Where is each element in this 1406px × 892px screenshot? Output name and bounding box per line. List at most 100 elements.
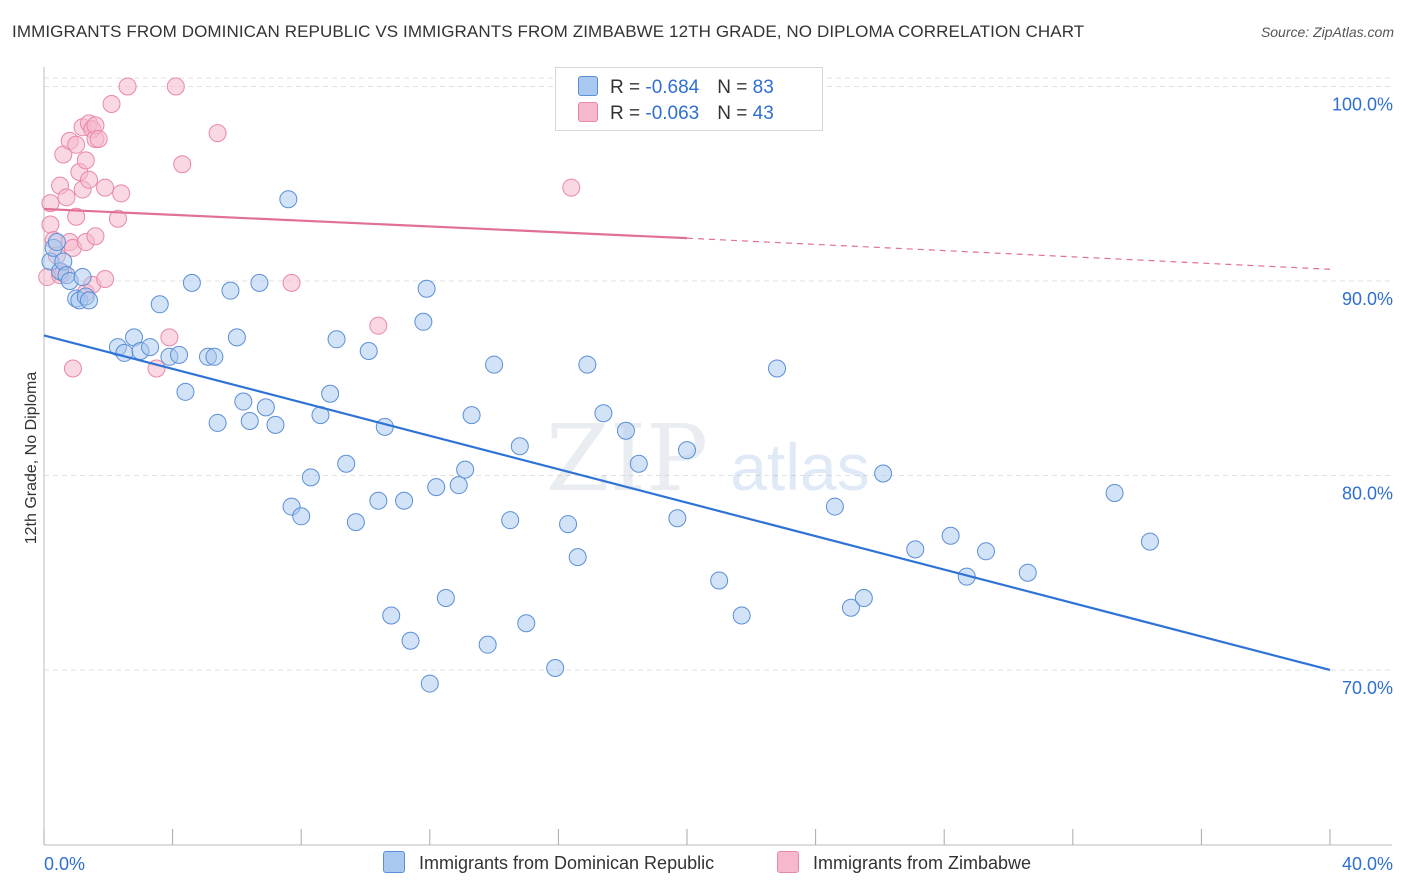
data-point-dominican <box>456 460 475 479</box>
data-point-dominican <box>141 338 160 357</box>
data-point-dominican <box>501 511 520 530</box>
zimbabwe-points <box>38 77 581 378</box>
data-point-dominican <box>510 437 529 456</box>
bottom-legend-swatch-dominican <box>383 851 405 873</box>
data-point-dominican <box>906 540 925 559</box>
data-point-zimbabwe <box>160 328 179 347</box>
data-point-zimbabwe <box>96 270 115 289</box>
legend-n-label: N = <box>717 103 753 124</box>
data-point-dominican <box>1105 483 1124 502</box>
trend-line-zimbabwe-extrapolated <box>686 237 1331 270</box>
bottom-legend-label-zimbabwe: Immigrants from Zimbabwe <box>813 853 1032 873</box>
legend-r-value: -0.684 <box>645 77 700 98</box>
data-point-zimbabwe <box>89 129 108 148</box>
data-point-dominican <box>170 345 189 364</box>
data-point-dominican <box>420 674 439 693</box>
data-point-dominican <box>301 468 320 487</box>
data-point-dominican <box>73 268 92 287</box>
chart-title: IMMIGRANTS FROM DOMINICAN REPUBLIC VS IM… <box>12 22 1085 41</box>
data-point-dominican <box>327 330 346 349</box>
data-point-dominican <box>234 392 253 411</box>
data-point-zimbabwe <box>67 207 86 226</box>
data-point-dominican <box>854 588 873 607</box>
data-point-dominican <box>414 312 433 331</box>
legend-row-zimbabwe: R = -0.063 N = 43 <box>578 102 774 126</box>
data-point-dominican <box>321 384 340 403</box>
data-point-dominican <box>240 411 259 430</box>
data-point-dominican <box>436 588 455 607</box>
data-point-dominican <box>874 464 893 483</box>
data-point-zimbabwe <box>118 77 137 96</box>
data-point-dominican <box>841 598 860 617</box>
trend-line-zimbabwe <box>43 207 688 240</box>
data-point-dominican <box>941 526 960 545</box>
data-point-dominican <box>346 513 365 532</box>
data-point-dominican <box>578 355 597 374</box>
data-point-dominican <box>478 635 497 654</box>
data-point-dominican <box>401 631 420 650</box>
data-point-dominican <box>568 548 587 567</box>
data-point-zimbabwe <box>80 170 99 189</box>
x-tick-label: 0.0% <box>44 854 85 874</box>
legend-swatch-zimbabwe <box>578 102 598 122</box>
data-point-dominican <box>594 404 613 423</box>
data-point-dominican <box>616 421 635 440</box>
data-point-dominican <box>395 491 414 510</box>
watermark: ZIP atlas <box>546 405 870 512</box>
data-point-dominican <box>382 606 401 625</box>
legend-row-dominican: R = -0.684 N = 83 <box>578 76 774 100</box>
dominican-points <box>41 190 1159 693</box>
data-point-dominican <box>559 515 578 534</box>
bottom-legend-label-dominican: Immigrants from Dominican Republic <box>419 853 715 873</box>
legend-r-label: R = <box>610 103 646 124</box>
bottom-legend-dominican: Immigrants from Dominican Republic <box>383 851 714 874</box>
data-point-dominican <box>485 355 504 374</box>
legend-r-label: R = <box>610 77 646 98</box>
y-tick-label: 70.0% <box>1342 678 1393 698</box>
data-point-dominican <box>337 454 356 473</box>
data-point-dominican <box>205 347 224 366</box>
legend-swatch-dominican <box>578 76 598 96</box>
data-point-dominican <box>292 507 311 526</box>
data-point-zimbabwe <box>57 188 76 207</box>
legend-n-value: 43 <box>752 103 774 124</box>
data-point-dominican <box>825 497 844 516</box>
data-point-dominican <box>710 571 729 590</box>
data-point-dominican <box>266 415 285 434</box>
data-point-zimbabwe <box>369 316 388 335</box>
data-point-zimbabwe <box>282 273 301 292</box>
data-point-dominican <box>369 491 388 510</box>
data-point-dominican <box>449 476 468 495</box>
data-point-zimbabwe <box>76 151 95 170</box>
data-point-dominican <box>517 614 536 633</box>
legend-n-label: N = <box>717 77 753 98</box>
trend-line-dominican <box>43 334 1331 672</box>
correlation-legend: R = -0.684 N = 83 R = -0.063 N = 43 <box>555 67 823 131</box>
data-point-dominican <box>250 273 269 292</box>
data-point-zimbabwe <box>41 215 60 234</box>
y-axis-label: 12th Grade, No Diploma <box>23 371 40 545</box>
data-point-zimbabwe <box>63 359 82 378</box>
bottom-legend-zimbabwe: Immigrants from Zimbabwe <box>777 851 1031 874</box>
trend-lines <box>43 207 1331 672</box>
data-point-zimbabwe <box>96 178 115 197</box>
data-point-dominican <box>208 413 227 432</box>
data-point-zimbabwe <box>102 94 121 113</box>
data-point-zimbabwe <box>108 209 127 228</box>
axes <box>43 67 1392 846</box>
bottom-legend-swatch-zimbabwe <box>777 851 799 873</box>
data-point-dominican <box>256 398 275 417</box>
data-point-dominican <box>80 291 99 310</box>
data-point-zimbabwe <box>208 124 227 143</box>
data-point-dominican <box>668 509 687 528</box>
data-point-zimbabwe <box>166 77 185 96</box>
tick-labels: 70.0% 80.0% 90.0% 100.0% 0.0% 40.0% <box>44 94 1393 874</box>
data-point-dominican <box>427 478 446 497</box>
y-tick-label: 80.0% <box>1342 483 1393 503</box>
data-point-dominican <box>47 233 66 252</box>
data-point-dominican <box>678 441 696 460</box>
data-point-dominican <box>732 606 751 625</box>
data-point-dominican <box>375 417 394 436</box>
data-point-dominican <box>227 328 246 347</box>
